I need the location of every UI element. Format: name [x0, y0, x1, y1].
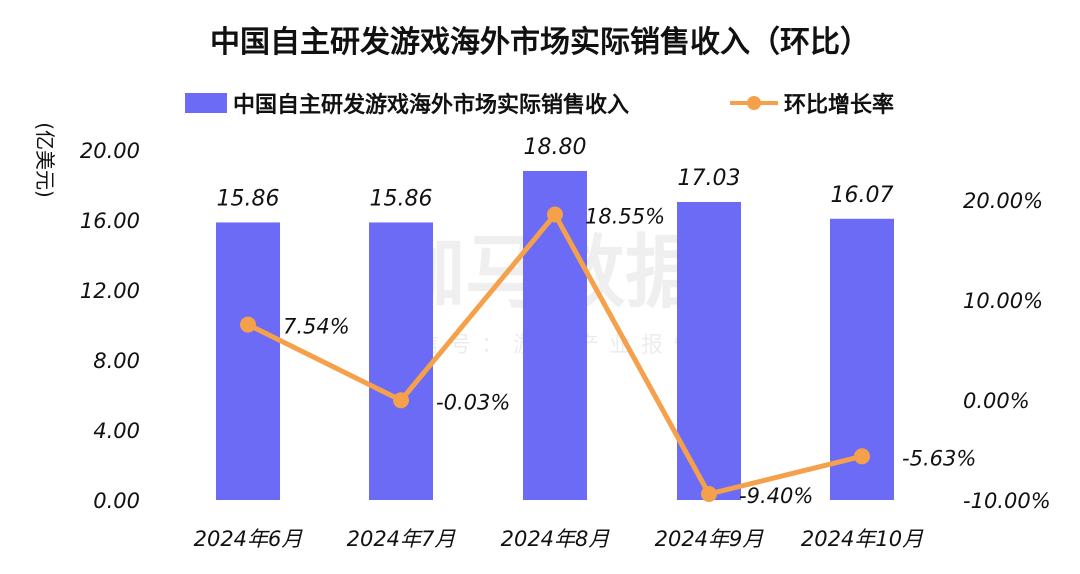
growth-value-label: 7.54% [283, 315, 350, 339]
line-series [240, 206, 870, 502]
y2-tick-label: 20.00% [963, 189, 1043, 213]
y-tick-label: 12.00 [80, 279, 140, 303]
bar-value-label: 16.07 [831, 183, 894, 208]
growth-point-1 [240, 316, 256, 333]
legend-label-revenue: 中国自主研发游戏海外市场实际销售收入 [233, 92, 629, 118]
growth-point-4 [701, 486, 717, 502]
growth-point-3 [547, 206, 563, 223]
bar-value-label: 15.86 [370, 186, 433, 211]
legend-swatch-marker [747, 96, 761, 110]
y-tick-label: 0.00 [93, 489, 140, 513]
y-axis-label: (亿美元) [33, 122, 57, 198]
x-tick-label: 2024年9月 [655, 527, 765, 551]
bar-value-label: 15.86 [217, 186, 280, 211]
y2-tick-label: -10.00% [963, 489, 1051, 513]
growth-value-label: 18.55% [585, 205, 665, 229]
x-tick-label: 2024年10月 [801, 527, 924, 551]
growth-value-label: -0.03% [436, 390, 510, 414]
legend-label-growth: 环比增长率 [784, 92, 894, 118]
x-tick-label: 2024年8月 [501, 527, 611, 551]
y-tick-label: 16.00 [80, 209, 140, 233]
y2-tick-label: 10.00% [963, 289, 1043, 313]
growth-value-label: -9.40% [739, 484, 813, 508]
bar-series [216, 171, 894, 500]
axis-ticks: 2024年6月 2024年7月 2024年8月 2024年9月 2024年10月 0.00… [80, 139, 1051, 551]
x-tick-label: 2024年6月 [194, 527, 304, 551]
legend-swatch-bar [185, 93, 227, 113]
bar-value-label: 18.80 [524, 135, 587, 160]
growth-point-5 [854, 448, 870, 465]
growth-point-2 [393, 392, 409, 409]
bar-value-label: 17.03 [678, 166, 741, 191]
x-tick-label: 2024年7月 [347, 527, 457, 551]
data-labels: 15.86 15.86 18.80 17.03 16.07 7.54% -0.03% 18.5… [217, 135, 977, 508]
y2-tick-label: 0.00% [963, 389, 1030, 413]
bar-2 [369, 222, 433, 500]
y-tick-label: 4.00 [93, 419, 140, 443]
chart-title: 中国自主研发游戏海外市场实际销售收入（环比） [210, 25, 870, 60]
y-tick-label: 20.00 [80, 139, 140, 163]
bar-1 [216, 222, 280, 500]
bar-3 [523, 171, 587, 500]
y-tick-label: 8.00 [93, 349, 140, 373]
growth-value-label: -5.63% [902, 446, 976, 470]
